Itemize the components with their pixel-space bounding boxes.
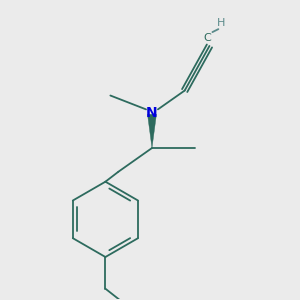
Text: N: N (146, 106, 158, 120)
Polygon shape (148, 114, 156, 148)
Text: C: C (204, 33, 211, 43)
Text: H: H (217, 18, 226, 28)
